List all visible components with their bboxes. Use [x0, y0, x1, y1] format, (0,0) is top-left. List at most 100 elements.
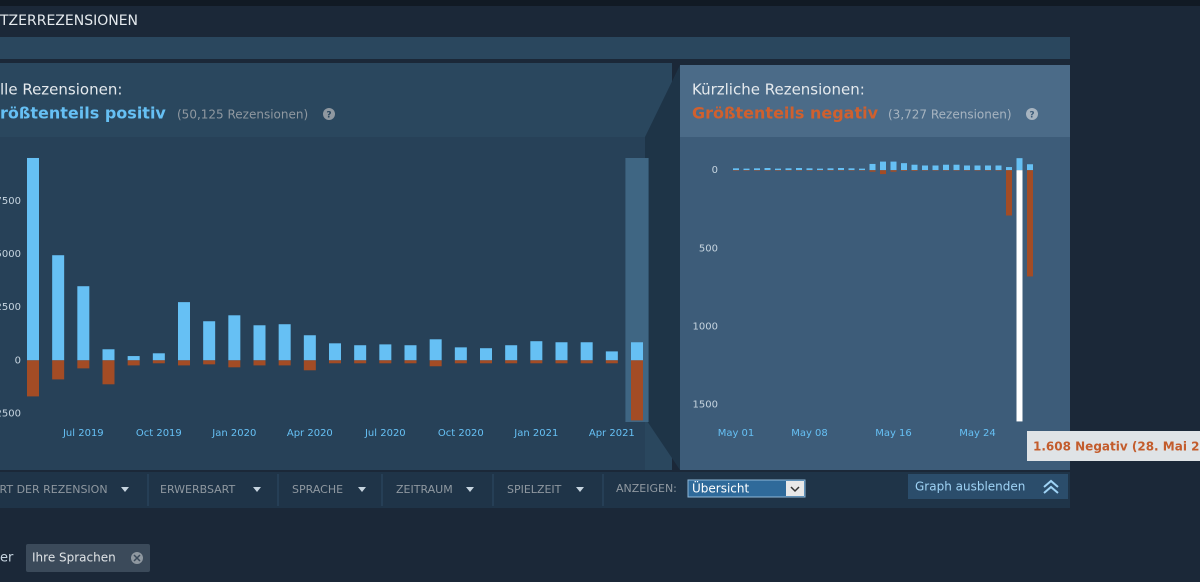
y-tick-label: 0	[15, 355, 21, 366]
bar	[1006, 167, 1012, 171]
bar	[838, 168, 844, 171]
bar	[480, 360, 492, 364]
bar	[178, 360, 190, 366]
bar	[953, 164, 960, 171]
x-tick-label: Apr 2020	[287, 428, 333, 439]
bar	[605, 351, 618, 361]
x-tick-label: May 24	[959, 428, 996, 439]
chevron[interactable]	[1043, 479, 1059, 488]
filter-label: er	[0, 551, 14, 566]
filter-dropdown[interactable]: SPIELZEIT	[507, 483, 562, 496]
display-value[interactable]: Übersicht	[692, 480, 750, 496]
bar	[869, 170, 876, 172]
bar	[354, 345, 367, 361]
zoom-connector	[645, 65, 680, 470]
y-tick-label: 2500	[0, 302, 21, 313]
bar	[754, 170, 760, 171]
help-icon[interactable]	[323, 108, 335, 120]
top-strip	[0, 0, 1200, 6]
bar	[27, 360, 39, 397]
toggle-graph-button[interactable]	[908, 474, 1068, 499]
bar	[890, 170, 897, 172]
y-tick-label: 1000	[693, 321, 718, 332]
language-tag[interactable]	[26, 544, 150, 572]
bar	[278, 324, 291, 361]
select-arrow-box[interactable]	[786, 481, 804, 496]
x-tick-label: Oct 2019	[136, 428, 182, 439]
bar	[454, 347, 467, 361]
bar	[303, 360, 316, 371]
bar	[880, 170, 886, 175]
bar	[733, 168, 739, 171]
bar	[911, 164, 918, 171]
bar	[429, 360, 442, 367]
select-arrow[interactable]	[790, 486, 800, 493]
bar	[404, 345, 417, 361]
filter-dropdown[interactable]: ERWERBSART	[160, 483, 236, 496]
chevron[interactable]	[1043, 485, 1059, 494]
bar	[203, 360, 216, 365]
bar	[922, 170, 928, 171]
bar	[848, 170, 855, 171]
filter-dropdown[interactable]: SPRACHE	[292, 483, 343, 496]
bar	[890, 161, 897, 171]
filter-dropdown[interactable]: ZEITRAUM	[396, 483, 453, 496]
bar	[631, 360, 643, 421]
dropdown-caret[interactable]	[253, 487, 261, 492]
bar	[901, 163, 907, 171]
bar	[806, 168, 813, 171]
bar	[869, 163, 876, 171]
bar	[52, 360, 65, 380]
bar	[329, 360, 341, 364]
bar	[817, 168, 823, 171]
help-icon-text[interactable]: ?	[1029, 111, 1034, 121]
section-title: TZERREZENSIONEN	[0, 13, 138, 29]
tooltip	[1027, 431, 1200, 461]
recent-chart-area	[680, 137, 1070, 470]
bar	[52, 255, 65, 361]
bar	[743, 170, 750, 171]
dropdown-caret[interactable]	[121, 487, 129, 492]
bar	[964, 170, 970, 171]
x-tick-label: May 16	[875, 428, 912, 439]
y-tick-label: 500	[699, 243, 718, 254]
language-tag-text[interactable]: Ihre Sprachen	[32, 551, 116, 565]
help-icon-text[interactable]: ?	[326, 111, 331, 121]
bar	[733, 170, 739, 171]
bar	[785, 168, 792, 171]
dropdown-caret[interactable]	[466, 487, 474, 492]
bar	[817, 170, 823, 171]
bar	[152, 360, 165, 364]
dropdown-caret[interactable]	[576, 487, 584, 492]
bar	[605, 360, 618, 364]
display-select[interactable]	[687, 479, 806, 498]
tooltip-text: 1.608 Negativ (28. Mai 202	[1033, 440, 1200, 454]
bar	[253, 325, 266, 361]
bar	[127, 360, 140, 366]
bar	[796, 170, 802, 171]
bar	[555, 360, 568, 364]
toggle-graph-text[interactable]: Graph ausblenden	[915, 480, 1025, 494]
bar	[303, 335, 316, 361]
bar	[964, 165, 970, 171]
bar	[329, 343, 341, 361]
y-tick-label: 7500	[0, 196, 21, 207]
x-tick-label: Jul 2020	[364, 428, 406, 439]
bar	[932, 165, 939, 171]
filter-dropdown[interactable]: ART DER REZENSION	[0, 483, 108, 496]
remove-tag-x[interactable]	[133, 554, 141, 562]
bar	[932, 170, 939, 171]
y-tick-label: -2500	[0, 408, 21, 419]
bar	[743, 168, 750, 171]
x-tick-label: May 01	[718, 428, 755, 439]
bar	[848, 168, 855, 171]
bar	[555, 342, 568, 361]
bar	[480, 348, 492, 361]
bar	[775, 170, 781, 171]
help-icon[interactable]	[1026, 108, 1038, 120]
bar	[974, 170, 981, 171]
recent-label: Kürzliche Rezensionen:	[692, 81, 865, 99]
dropdown-caret[interactable]	[358, 487, 366, 492]
